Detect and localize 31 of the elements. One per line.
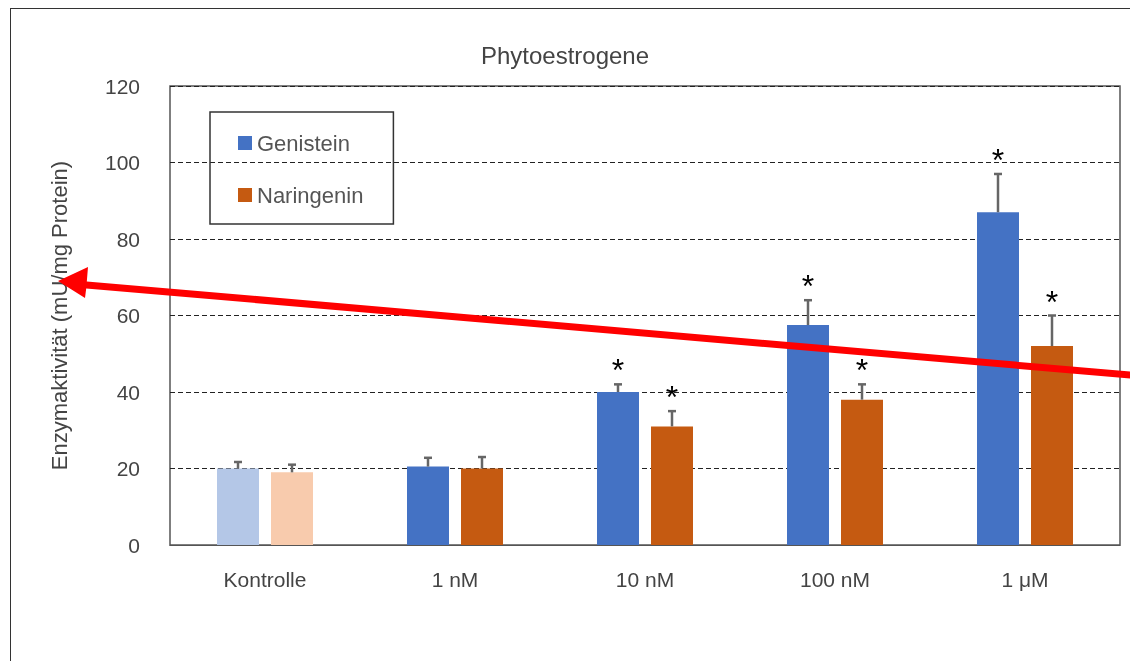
x-tick-label: Kontrolle [223,568,307,591]
data-label: * [1045,283,1059,320]
bar [841,399,883,545]
y-tick-label: 80 [116,227,140,251]
y-tick-label: 120 [104,74,140,98]
y-tick-label: 0 [128,533,140,557]
data-label: * [855,352,869,389]
chart-title: Phytoestrogene [480,41,650,69]
y-tick-label: 40 [116,380,140,404]
bar [271,472,313,545]
legend-label: Naringenin [257,182,364,208]
y-tick-label: 100 [104,151,140,174]
bar [597,392,639,545]
x-tick-label: 10 nM [615,568,675,591]
bar [407,466,449,545]
x-tick-label: 100 nM [799,568,871,591]
data-label: * [991,141,1005,178]
bar [787,325,829,545]
bar [651,426,693,545]
y-axis-title: Enzymaktivität (mU/mg Protein) [46,160,72,471]
bar [217,468,259,545]
y-tick-label: 20 [116,457,140,480]
data-label: * [611,352,625,389]
data-label: * [801,268,815,305]
legend-label: Genistein [257,130,350,156]
bar [461,468,503,545]
x-tick-label: 1 μM [1001,568,1049,591]
bar [1031,346,1073,545]
x-tick-label: 1 nM [431,568,479,591]
y-tick-label: 60 [116,304,140,327]
bar [977,212,1019,545]
